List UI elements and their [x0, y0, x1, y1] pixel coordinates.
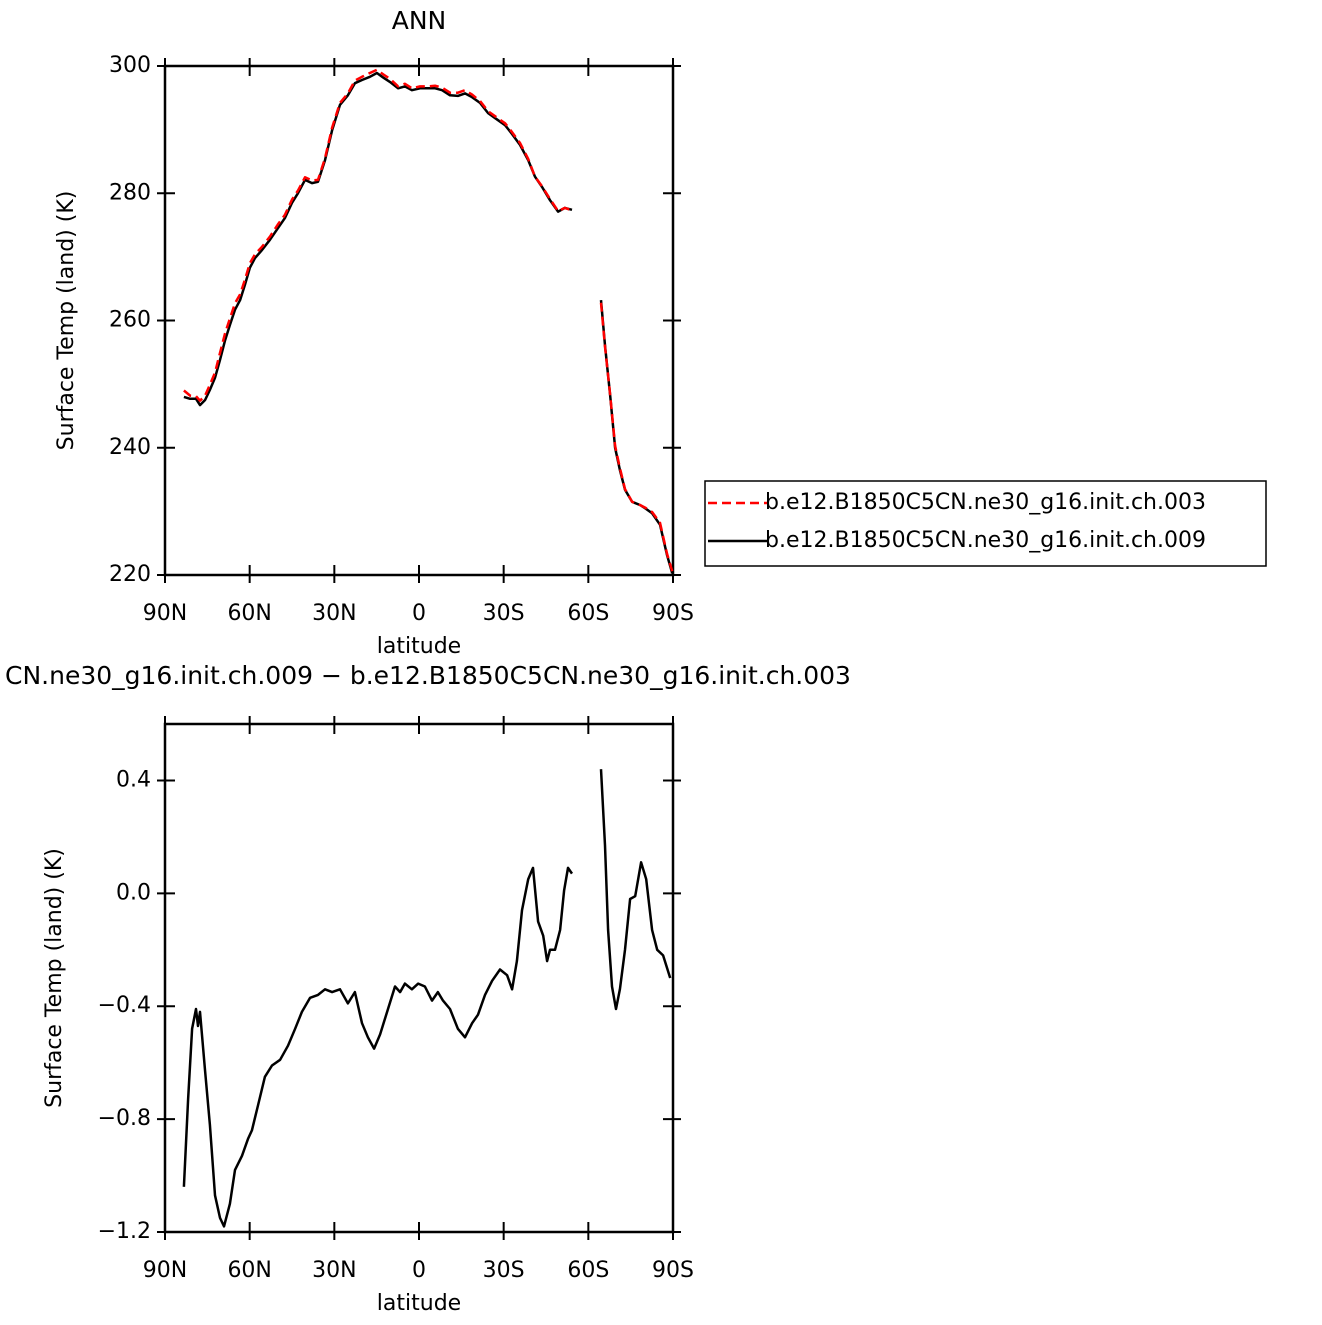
plot-frame	[163, 64, 675, 577]
legend-label: b.e12.B1850C5CN.ne30_g16.init.ch.003	[765, 490, 1206, 515]
x-tick-label: 90S	[652, 1258, 694, 1283]
x-tick-label: 60S	[567, 601, 609, 626]
y-tick-label: 300	[109, 53, 151, 78]
x-tick-label: 30S	[483, 601, 525, 626]
legend-box	[704, 480, 1267, 567]
y-tick-label: 240	[109, 435, 151, 460]
x-tick-label: 30N	[312, 601, 356, 626]
y-tick-label: 0.0	[116, 880, 151, 905]
y-tick-label: −0.4	[98, 993, 151, 1018]
x-tick-label: 60N	[227, 601, 271, 626]
data-line	[183, 68, 674, 572]
chart-title: ANN	[392, 6, 447, 35]
y-tick-label: 0.4	[116, 767, 151, 792]
legend-label: b.e12.B1850C5CN.ne30_g16.init.ch.009	[765, 528, 1206, 553]
chart-title: CN.ne30_g16.init.ch.009 − b.e12.B1850C5C…	[5, 661, 851, 690]
y-tick-label: −1.2	[98, 1219, 151, 1244]
y-tick-label: 220	[109, 562, 151, 587]
x-tick-label: 90S	[652, 601, 694, 626]
y-tick-label: −0.8	[98, 1106, 151, 1131]
x-tick-label: 60N	[227, 1258, 271, 1283]
x-axis-label: latitude	[377, 634, 461, 659]
y-axis-label: Surface Temp (land) (K)	[54, 191, 79, 451]
x-tick-label: 90N	[143, 601, 187, 626]
y-axis-label: Surface Temp (land) (K)	[42, 848, 67, 1108]
x-tick-label: 30S	[483, 1258, 525, 1283]
x-tick-label: 0	[412, 601, 426, 626]
data-line	[183, 71, 674, 574]
y-tick-label: 260	[109, 308, 151, 333]
x-tick-label: 30N	[312, 1258, 356, 1283]
y-tick-label: 280	[109, 180, 151, 205]
x-tick-label: 0	[412, 1258, 426, 1283]
x-axis-label: latitude	[377, 1291, 461, 1316]
data-line	[182, 769, 672, 1228]
x-tick-label: 90N	[143, 1258, 187, 1283]
x-tick-label: 60S	[567, 1258, 609, 1283]
